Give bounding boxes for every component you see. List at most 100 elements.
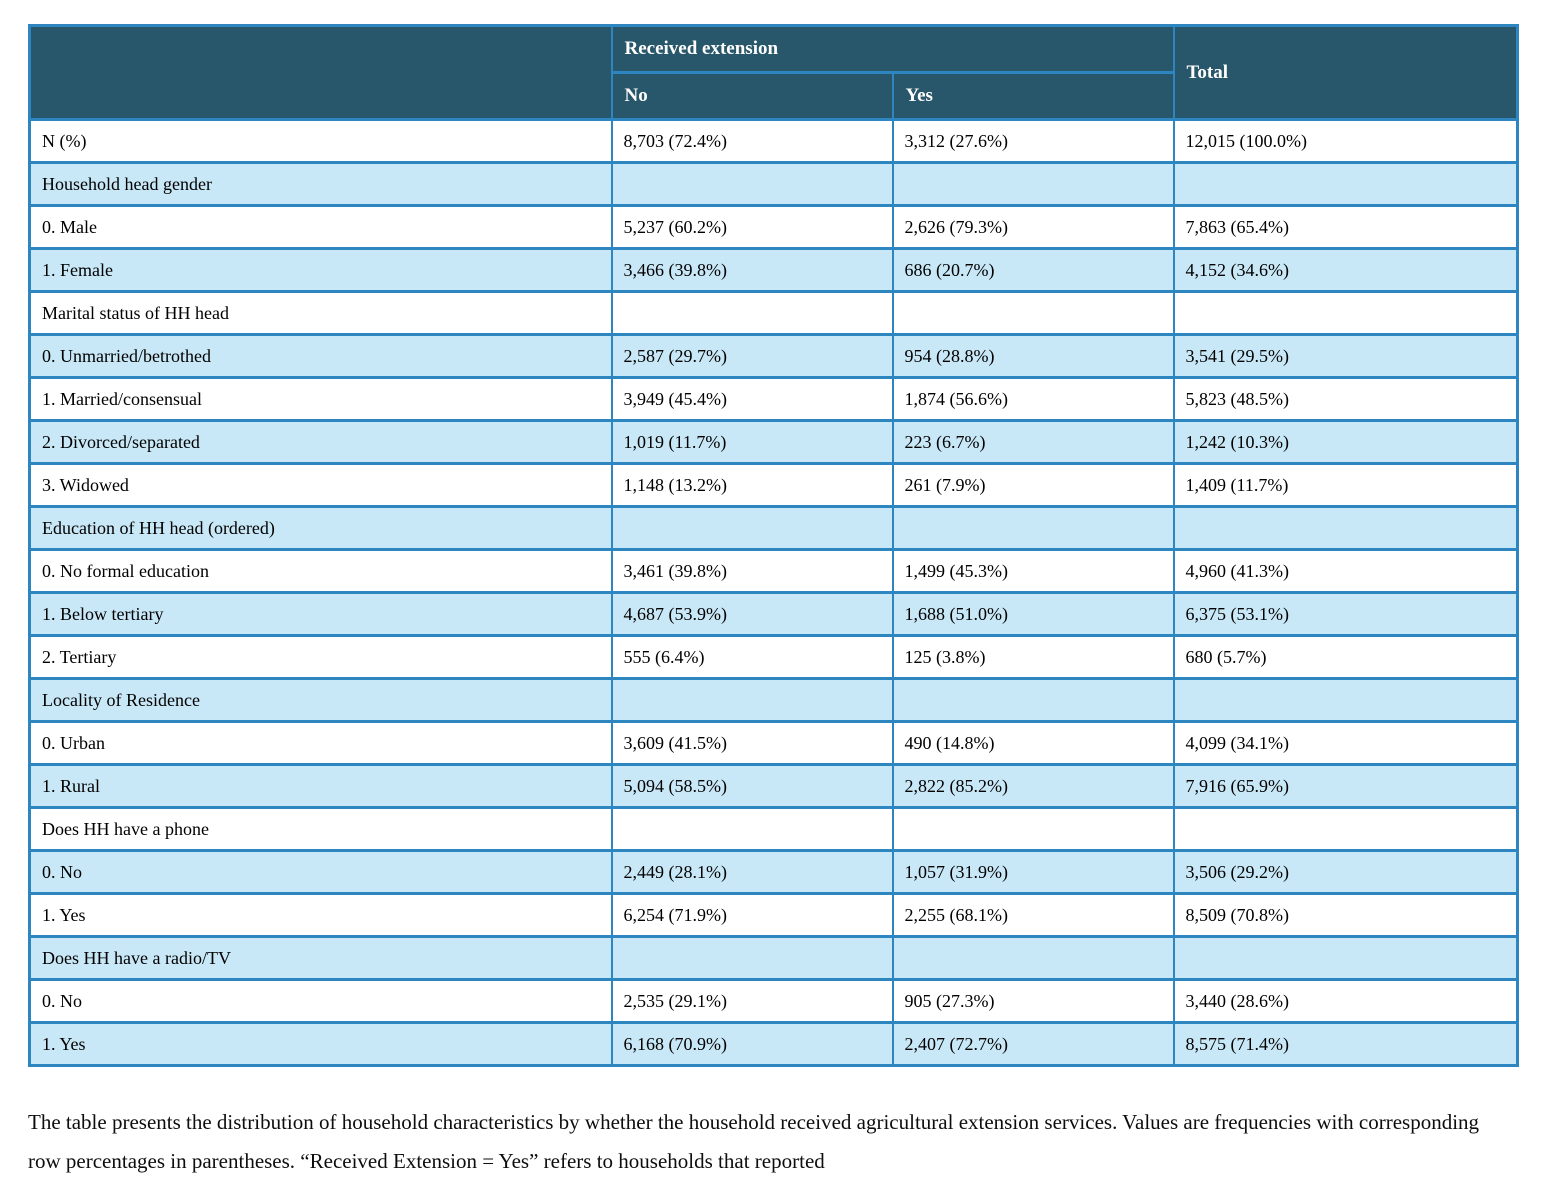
table-row: 2. Tertiary 555 (6.4%) 125 (3.8%) 680 (5.7%… bbox=[28, 634, 1519, 680]
yes-value-cell: 686 (20.7%) bbox=[891, 247, 1175, 293]
row-label-cell: Locality of Residence bbox=[28, 677, 613, 723]
section-row: Marital status of HH head bbox=[28, 290, 1519, 336]
no-value-cell: 5,094 (58.5%) bbox=[610, 763, 894, 809]
table-row: 0. No 2,449 (28.1%) 1,057 (31.9%) 3,506 (29… bbox=[28, 849, 1519, 895]
row-label-cell: N (%) bbox=[28, 118, 613, 164]
yes-value-cell: 2,407 (72.7%) bbox=[891, 1021, 1175, 1067]
no-value-cell: 5,237 (60.2%) bbox=[610, 204, 894, 250]
no-value-cell: 1,019 (11.7%) bbox=[610, 419, 894, 465]
yes-value-cell: 223 (6.7%) bbox=[891, 419, 1175, 465]
section-row: Does HH have a radio/TV bbox=[28, 935, 1519, 981]
no-value-cell: 1,148 (13.2%) bbox=[610, 462, 894, 508]
total-value-cell: 4,960 (41.3%) bbox=[1172, 548, 1519, 594]
total-value-cell: 3,541 (29.5%) bbox=[1172, 333, 1519, 379]
total-value-cell: 6,375 (53.1%) bbox=[1172, 591, 1519, 637]
total-value-cell: 8,575 (71.4%) bbox=[1172, 1021, 1519, 1067]
no-value-cell bbox=[610, 505, 894, 551]
section-row: Household head gender bbox=[28, 161, 1519, 207]
table-header: Received extension Total No Yes bbox=[28, 24, 1519, 121]
total-value-cell: 4,099 (34.1%) bbox=[1172, 720, 1519, 766]
no-value-cell: 2,449 (28.1%) bbox=[610, 849, 894, 895]
yes-value-cell: 3,312 (27.6%) bbox=[891, 118, 1175, 164]
total-value-cell: 12,015 (100.0%) bbox=[1172, 118, 1519, 164]
yes-value-cell: 2,822 (85.2%) bbox=[891, 763, 1175, 809]
no-value-cell: 6,254 (71.9%) bbox=[610, 892, 894, 938]
no-value-cell: 3,466 (39.8%) bbox=[610, 247, 894, 293]
row-label-cell: 2. Tertiary bbox=[28, 634, 613, 680]
row-label-cell: Does HH have a phone bbox=[28, 806, 613, 852]
table-row: 2. Divorced/separated 1,019 (11.7%) 223 (6… bbox=[28, 419, 1519, 465]
total-value-cell bbox=[1172, 677, 1519, 723]
yes-value-cell bbox=[891, 161, 1175, 207]
total-value-cell: 5,823 (48.5%) bbox=[1172, 376, 1519, 422]
total-value-cell: 8,509 (70.8%) bbox=[1172, 892, 1519, 938]
yes-value-cell bbox=[891, 505, 1175, 551]
section-row: Locality of Residence bbox=[28, 677, 1519, 723]
table-row: 0. No formal education 3,461 (39.8%) 1,499… bbox=[28, 548, 1519, 594]
yes-value-cell: 261 (7.9%) bbox=[891, 462, 1175, 508]
total-header: Total bbox=[1172, 24, 1519, 121]
yes-value-cell: 1,688 (51.0%) bbox=[891, 591, 1175, 637]
table-row: N (%) 8,703 (72.4%) 3,312 (27.6%) 12,015 (1… bbox=[28, 118, 1519, 164]
no-value-cell: 2,535 (29.1%) bbox=[610, 978, 894, 1024]
row-label-cell: 0. Unmarried/betrothed bbox=[28, 333, 613, 379]
yes-column-header: Yes bbox=[891, 71, 1175, 121]
row-label-cell: Does HH have a radio/TV bbox=[28, 935, 613, 981]
table-row: 1. Married/consensual 3,949 (45.4%) 1,874 … bbox=[28, 376, 1519, 422]
no-value-cell: 555 (6.4%) bbox=[610, 634, 894, 680]
total-value-cell: 7,916 (65.9%) bbox=[1172, 763, 1519, 809]
row-label-cell: 1. Female bbox=[28, 247, 613, 293]
total-value-cell: 680 (5.7%) bbox=[1172, 634, 1519, 680]
yes-value-cell: 1,057 (31.9%) bbox=[891, 849, 1175, 895]
yes-value-cell: 125 (3.8%) bbox=[891, 634, 1175, 680]
table-row: 1. Female 3,466 (39.8%) 686 (20.7%) 4,152 (… bbox=[28, 247, 1519, 293]
yes-value-cell: 905 (27.3%) bbox=[891, 978, 1175, 1024]
total-value-cell bbox=[1172, 505, 1519, 551]
yes-value-cell: 490 (14.8%) bbox=[891, 720, 1175, 766]
total-value-cell bbox=[1172, 935, 1519, 981]
row-label-cell: Marital status of HH head bbox=[28, 290, 613, 336]
yes-value-cell: 1,874 (56.6%) bbox=[891, 376, 1175, 422]
table-row: 0. No 2,535 (29.1%) 905 (27.3%) 3,440 (28.6… bbox=[28, 978, 1519, 1024]
row-label-cell: 0. No bbox=[28, 849, 613, 895]
table-row: 0. Urban 3,609 (41.5%) 490 (14.8%) 4,099 (3… bbox=[28, 720, 1519, 766]
no-value-cell: 6,168 (70.9%) bbox=[610, 1021, 894, 1067]
row-label-cell: 1. Married/consensual bbox=[28, 376, 613, 422]
row-label-cell: 1. Rural bbox=[28, 763, 613, 809]
no-value-cell: 4,687 (53.9%) bbox=[610, 591, 894, 637]
section-row: Does HH have a phone bbox=[28, 806, 1519, 852]
total-value-cell: 3,440 (28.6%) bbox=[1172, 978, 1519, 1024]
row-label-cell: 0. No formal education bbox=[28, 548, 613, 594]
total-value-cell bbox=[1172, 290, 1519, 336]
no-value-cell bbox=[610, 161, 894, 207]
table-row: 1. Rural 5,094 (58.5%) 2,822 (85.2%) 7,916 … bbox=[28, 763, 1519, 809]
yes-value-cell: 1,499 (45.3%) bbox=[891, 548, 1175, 594]
no-value-cell bbox=[610, 290, 894, 336]
table-row: 1. Yes 6,254 (71.9%) 2,255 (68.1%) 8,509 (7… bbox=[28, 892, 1519, 938]
household-characteristics-table: Received extension Total No Yes N (%) 8,7… bbox=[28, 24, 1519, 1067]
yes-value-cell: 2,626 (79.3%) bbox=[891, 204, 1175, 250]
no-column-header: No bbox=[610, 71, 894, 121]
row-label-cell: 1. Yes bbox=[28, 1021, 613, 1067]
yes-value-cell: 954 (28.8%) bbox=[891, 333, 1175, 379]
table-row: 0. Male 5,237 (60.2%) 2,626 (79.3%) 7,863 (… bbox=[28, 204, 1519, 250]
total-value-cell bbox=[1172, 806, 1519, 852]
total-value-cell: 1,409 (11.7%) bbox=[1172, 462, 1519, 508]
no-value-cell: 2,587 (29.7%) bbox=[610, 333, 894, 379]
corner-header-cell bbox=[28, 24, 613, 121]
yes-value-cell bbox=[891, 806, 1175, 852]
total-value-cell: 1,242 (10.3%) bbox=[1172, 419, 1519, 465]
yes-value-cell bbox=[891, 935, 1175, 981]
section-row: Education of HH head (ordered) bbox=[28, 505, 1519, 551]
no-value-cell bbox=[610, 806, 894, 852]
no-value-cell: 3,949 (45.4%) bbox=[610, 376, 894, 422]
row-label-cell: Education of HH head (ordered) bbox=[28, 505, 613, 551]
table-body: N (%) 8,703 (72.4%) 3,312 (27.6%) 12,015 (1… bbox=[28, 118, 1519, 1067]
row-label-cell: 2. Divorced/separated bbox=[28, 419, 613, 465]
yes-value-cell: 2,255 (68.1%) bbox=[891, 892, 1175, 938]
table-row: 1. Yes 6,168 (70.9%) 2,407 (72.7%) 8,575 (7… bbox=[28, 1021, 1519, 1067]
yes-value-cell bbox=[891, 290, 1175, 336]
row-label-cell: Household head gender bbox=[28, 161, 613, 207]
total-value-cell: 4,152 (34.6%) bbox=[1172, 247, 1519, 293]
header-row-subcols: No Yes bbox=[30, 71, 1518, 121]
